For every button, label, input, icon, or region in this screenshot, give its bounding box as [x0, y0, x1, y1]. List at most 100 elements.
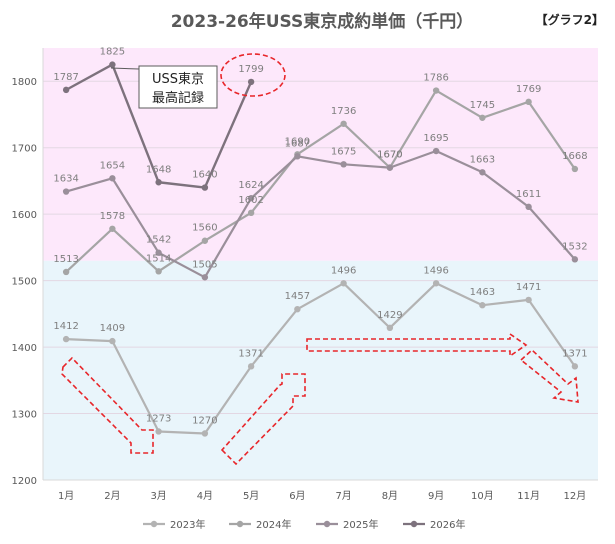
data-label: 1514: [146, 253, 171, 264]
data-label: 1675: [331, 146, 356, 157]
data-point: [340, 280, 347, 287]
x-tick-label: 9月: [428, 490, 444, 502]
data-label: 1532: [562, 241, 587, 252]
data-point: [109, 225, 116, 232]
legend-swatch-marker: [236, 520, 244, 528]
graph-tag: 【グラフ2】: [536, 12, 604, 27]
x-tick-label: 10月: [471, 490, 494, 502]
legend-swatch-marker: [410, 520, 418, 528]
data-point: [432, 147, 440, 155]
data-points: [62, 61, 579, 437]
data-label: 1654: [100, 160, 125, 171]
legend-swatch-marker: [150, 520, 158, 528]
trend-arrow: [519, 348, 579, 403]
data-labels: 1412 1409 1273 1270 1371 1457 1496 1429 1496 1463…: [53, 47, 587, 427]
x-tick-label: 5月: [243, 490, 259, 502]
data-label: 1270: [192, 415, 217, 426]
data-point: [155, 428, 162, 435]
data-label: 1496: [331, 265, 356, 276]
data-point: [201, 184, 209, 191]
data-label: 1371: [238, 348, 263, 359]
data-label: 1496: [423, 265, 448, 276]
band-pink: [43, 48, 598, 261]
data-point: [571, 363, 579, 370]
data-label: 1695: [423, 133, 448, 144]
record-highlight-circle: [220, 53, 286, 97]
series-line-2024年: [65, 89, 576, 273]
data-point: [571, 256, 579, 263]
data-label: 1578: [100, 211, 125, 222]
data-label: 1429: [377, 310, 402, 321]
series-line-2025年: [65, 149, 576, 279]
data-label: 1463: [470, 287, 495, 298]
x-tick-label: 12月: [564, 490, 587, 502]
trend-arrow: [61, 356, 154, 454]
data-point: [109, 175, 116, 182]
x-tick-label: 1月: [58, 490, 74, 502]
data-point: [294, 305, 301, 313]
chart-title: 2023-26年USS東京成約単価（千円）: [171, 11, 474, 32]
data-point: [479, 302, 486, 309]
y-tick-label: 1800: [12, 77, 37, 88]
data-point: [247, 363, 255, 370]
y-tick-label: 1700: [12, 144, 37, 155]
legend-swatch-marker: [323, 520, 331, 528]
data-label: 1670: [377, 150, 402, 161]
data-point: [571, 165, 579, 173]
data-point: [201, 274, 209, 281]
data-point: [247, 195, 255, 202]
data-point: [479, 114, 486, 121]
data-label: 1560: [192, 223, 217, 234]
data-point: [62, 86, 70, 94]
x-tick-label: 6月: [289, 490, 305, 502]
legend-label: 2025年: [343, 518, 378, 531]
data-point: [247, 209, 255, 217]
callout-line-2: 最高記録: [152, 90, 204, 106]
series-lines: [65, 63, 576, 435]
data-label: 1602: [238, 195, 263, 206]
legend-label: 2023年: [170, 518, 205, 531]
data-label: 1624: [238, 180, 263, 191]
data-label: 1412: [53, 321, 78, 332]
background-bands: [43, 48, 598, 480]
data-label: 1409: [100, 323, 125, 334]
legend-label: 2024年: [256, 518, 291, 531]
data-point: [109, 337, 116, 345]
trend-arrow: [306, 332, 528, 358]
data-point: [201, 430, 209, 437]
legend-label: 2026年: [430, 518, 465, 531]
x-tick-label: 11月: [517, 490, 540, 502]
data-label: 1471: [516, 282, 541, 293]
data-label: 1542: [146, 235, 171, 246]
data-point: [201, 237, 209, 244]
y-tick-label: 1400: [12, 343, 37, 354]
data-label: 1648: [146, 164, 171, 175]
data-label: 1663: [470, 154, 495, 165]
data-label: 1745: [470, 100, 495, 111]
data-point: [155, 268, 162, 275]
y-tick-label: 1200: [12, 476, 37, 487]
y-tick-label: 1600: [12, 210, 37, 221]
data-point: [155, 249, 162, 256]
x-axis: 1月 2月 3月 4月 5月 6月 7月 8月 9月 10月 11月 12月: [58, 490, 586, 502]
data-point: [340, 161, 347, 168]
data-label: 1371: [562, 348, 587, 359]
trend-arrows: [61, 332, 579, 466]
callout-leader: [110, 67, 140, 70]
data-label: 1273: [146, 413, 171, 424]
data-point: [386, 164, 394, 171]
data-label: 1670: [377, 150, 402, 161]
callout-line-1: USS東京: [152, 71, 204, 87]
data-label: 1513: [53, 254, 78, 265]
y-tick-label: 1300: [12, 410, 37, 421]
y-axis: 1200 1300 1400 1500 1600 1700 1800: [12, 77, 37, 487]
data-point: [62, 268, 70, 276]
x-tick-label: 7月: [335, 490, 351, 502]
data-label: 1640: [192, 170, 217, 181]
data-point: [432, 87, 440, 94]
data-point: [109, 61, 116, 68]
data-label: 1769: [516, 84, 541, 95]
legend: 2023年 2024年 2025年 2026年: [143, 518, 465, 531]
data-label: 1634: [53, 174, 78, 185]
